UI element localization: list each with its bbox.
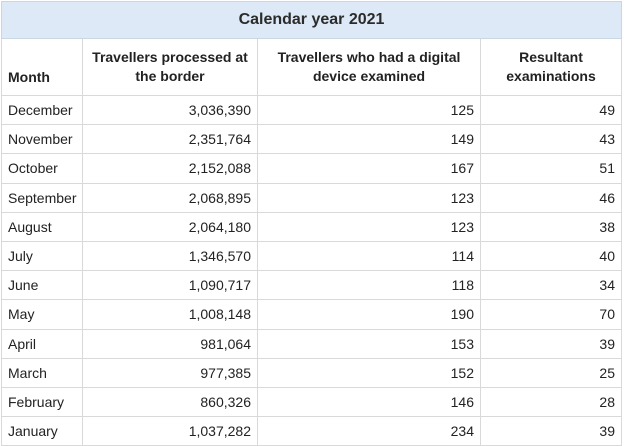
caption-row: Calendar year 2021 [1,1,622,39]
cell-examined: 152 [257,357,481,388]
cell-examined: 114 [257,240,481,272]
table-row: November 2,351,764 149 43 [1,124,622,155]
cell-processed: 977,385 [82,357,258,388]
cell-examined: 146 [257,386,481,418]
cell-month: August [1,211,83,242]
header-row: Month Travellers processed at the border… [1,38,622,96]
column-header-processed: Travellers processed at the border [82,38,258,96]
table-row: October 2,152,088 167 51 [1,153,622,184]
cell-resultant: 38 [480,211,622,242]
table-row: July 1,346,570 114 40 [1,240,622,272]
cell-resultant: 70 [480,299,622,330]
column-header-resultant: Resultant examinations [480,38,622,96]
cell-resultant: 46 [480,182,622,213]
cell-processed: 860,326 [82,386,258,418]
cell-examined: 125 [257,94,481,126]
cell-processed: 2,351,764 [82,124,258,155]
column-header-examined: Travellers who had a digital device exam… [257,38,481,96]
cell-month: February [1,386,83,418]
cell-examined: 153 [257,328,481,359]
cell-processed: 1,346,570 [82,240,258,272]
cell-month: March [1,357,83,388]
table-body: December 3,036,390 125 49 November 2,351,764 1… [1,94,622,446]
table-row: September 2,068,895 123 46 [1,182,622,213]
cell-examined: 123 [257,182,481,213]
cell-examined: 234 [257,416,481,446]
cell-processed: 2,064,180 [82,211,258,242]
table-row: August 2,064,180 123 38 [1,211,622,242]
cell-resultant: 39 [480,328,622,359]
table-row: June 1,090,717 118 34 [1,270,622,301]
cell-processed: 981,064 [82,328,258,359]
column-header-month: Month [1,38,83,96]
cell-processed: 2,152,088 [82,153,258,184]
cell-examined: 118 [257,270,481,301]
cell-month: April [1,328,83,359]
cell-resultant: 25 [480,357,622,388]
cell-resultant: 40 [480,240,622,272]
cell-examined: 190 [257,299,481,330]
cell-month: June [1,270,83,301]
cell-processed: 1,008,148 [82,299,258,330]
table-row: April 981,064 153 39 [1,328,622,359]
cell-resultant: 34 [480,270,622,301]
cell-resultant: 43 [480,124,622,155]
cell-processed: 1,090,717 [82,270,258,301]
table-row: December 3,036,390 125 49 [1,94,622,126]
cell-resultant: 39 [480,416,622,446]
table-row: May 1,008,148 190 70 [1,299,622,330]
cell-month: October [1,153,83,184]
cell-processed: 2,068,895 [82,182,258,213]
table-row: February 860,326 146 28 [1,386,622,418]
cell-examined: 167 [257,153,481,184]
table-row: March 977,385 152 25 [1,357,622,388]
cell-month: May [1,299,83,330]
cell-month: July [1,240,83,272]
cell-month: January [1,416,83,446]
table-caption: Calendar year 2021 [1,1,622,39]
cell-resultant: 28 [480,386,622,418]
cell-resultant: 51 [480,153,622,184]
cell-examined: 123 [257,211,481,242]
cell-month: November [1,124,83,155]
table-row: January 1,037,282 234 39 [1,416,622,446]
cell-resultant: 49 [480,94,622,126]
cell-processed: 3,036,390 [82,94,258,126]
cell-processed: 1,037,282 [82,416,258,446]
cell-month: December [1,94,83,126]
cell-month: September [1,182,83,213]
cell-examined: 149 [257,124,481,155]
